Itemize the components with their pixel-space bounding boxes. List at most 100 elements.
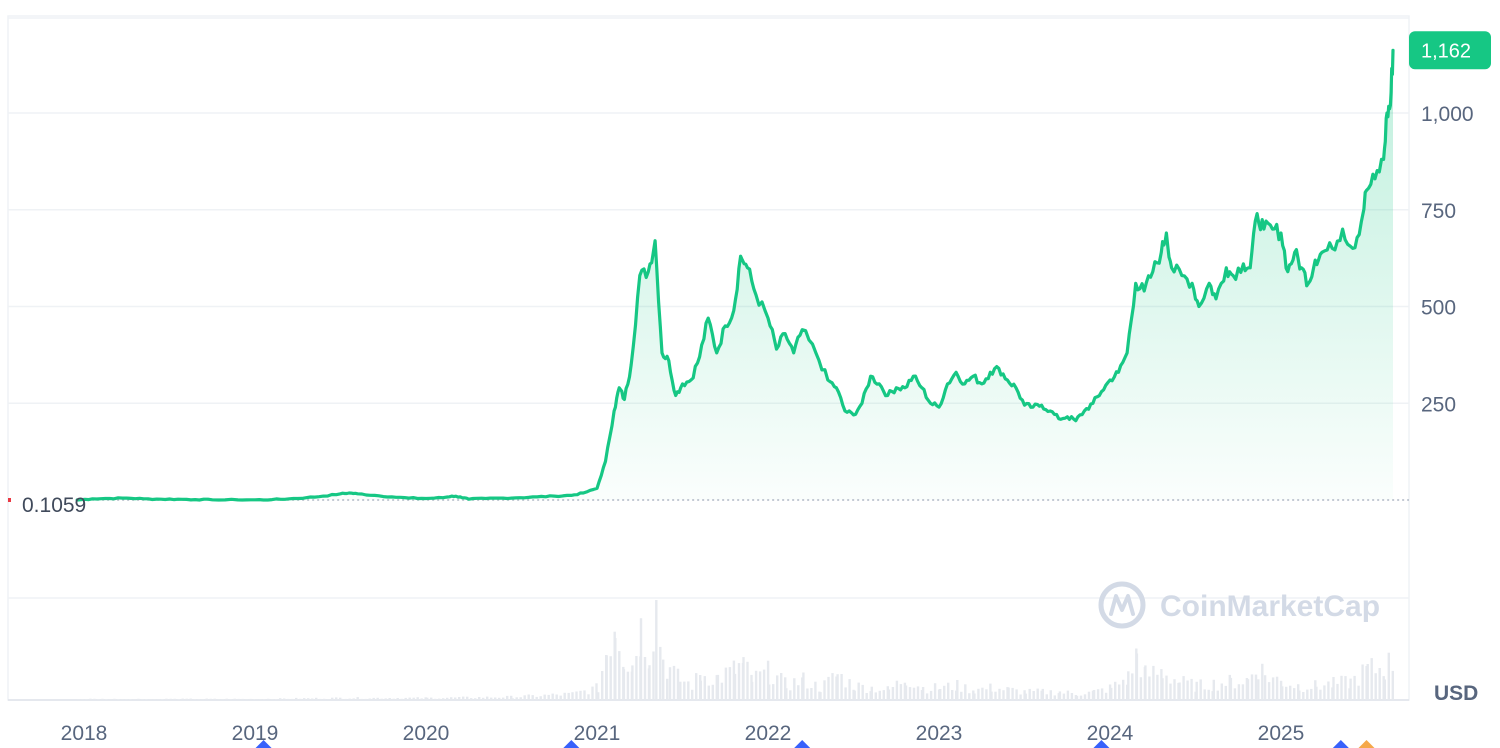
volume-bar [754,670,758,700]
volume-bar [177,699,180,700]
volume-bar [412,697,415,700]
start-price-label: 0.1059 [22,494,86,517]
x-axis-ticks: 2018 2019 2020 2021 2022 2023 2024 2025 [61,722,1305,745]
volume-bar [947,682,950,700]
event-marker-icon[interactable] [794,740,811,748]
volume-bar [772,684,775,700]
volume-bar [161,699,164,700]
volume-bar [121,699,124,700]
volume-bar [939,689,942,700]
volume-bar [1319,689,1322,700]
volume-bar [434,698,437,700]
volume-bar [916,686,920,700]
volume-bar [929,690,933,700]
volume-bar [626,671,630,700]
volume-bar [683,681,686,700]
volume-bar [844,687,847,700]
volume-bar [1306,689,1309,700]
volume-bar [376,697,379,700]
volume-bar [1182,676,1185,700]
price-area-fill [77,50,1394,501]
volume-bar [1261,663,1264,700]
event-marker-icon[interactable] [563,740,580,748]
volume-bar [831,673,834,700]
volume-bar [185,698,188,700]
volume-bar [943,685,946,700]
volume-bar [1165,675,1168,700]
x-tick-label: 2022 [745,722,792,745]
volume-bar [1361,664,1364,700]
volume-bar [352,698,355,700]
volume-bar [643,657,647,700]
volume-bar [827,676,830,700]
volume-bar [1104,692,1108,700]
volume-bar [1378,668,1381,700]
volume-bar [1178,682,1181,700]
volume-bar [679,681,682,700]
volume-bar [458,697,461,700]
volume-bar [737,663,741,700]
volume-bar [396,698,399,700]
volume-bar [968,693,971,700]
volume-bar [356,697,359,700]
volume-bar [1083,694,1087,700]
event-marker-icon[interactable] [1332,740,1349,748]
volume-bar [89,698,92,700]
volume-bar [307,698,310,700]
volume-bar [1002,690,1005,700]
y-tick-label: 1,000 [1421,103,1474,126]
volume-bar [1156,674,1159,700]
volume-bar [197,699,200,700]
volume-bar [287,698,290,700]
volume-bar [221,699,224,700]
x-tick-label: 2018 [61,722,108,745]
volume-bar [1114,681,1117,700]
volume-bar [797,685,800,700]
volume-bar [1254,674,1258,700]
volume-bar [1302,692,1305,700]
price-line[interactable] [75,48,1395,502]
volume-bar [105,699,108,700]
current-price-label: 1,162 [1421,40,1471,62]
volume-bar [1391,670,1394,700]
volume-bar [1349,678,1352,700]
current-price-badge-bg [1409,31,1491,70]
volume-bar [716,674,720,700]
logo-glyph-icon [1109,594,1135,616]
volume-bar [217,699,220,700]
volume-bar [510,695,513,700]
volume-bar [793,678,796,700]
volume-bar [925,693,929,700]
event-marker-icon[interactable] [255,740,272,748]
volume-bar [655,600,658,700]
volume-bar [275,699,278,700]
volume-bar [335,697,338,700]
volume-bar [587,694,590,700]
volume-bar [720,682,724,700]
volume-bar [303,698,306,700]
volume-bar [1257,679,1260,700]
volume-bar [420,698,423,700]
volume-bar [1310,688,1313,700]
volume-bar [882,690,885,700]
volume-bar [241,698,244,700]
event-marker-icon[interactable] [1093,740,1110,748]
volume-bar [668,667,672,700]
volume-bar [618,651,621,700]
volume-bar [1075,695,1079,700]
event-marker-icon[interactable] [1358,740,1375,748]
volume-bar [857,682,860,700]
volume-bar [865,693,868,700]
volume-bar [691,689,694,700]
current-price-badge: 1,162 [1409,31,1491,70]
volume-bar [575,691,578,700]
volume-bar [372,697,375,700]
volume-bar [400,698,403,700]
volume-bar [960,691,963,700]
volume-bar [1315,686,1318,700]
volume-bar [506,695,509,700]
volume-bar [762,669,766,700]
volume-bar [531,695,534,700]
